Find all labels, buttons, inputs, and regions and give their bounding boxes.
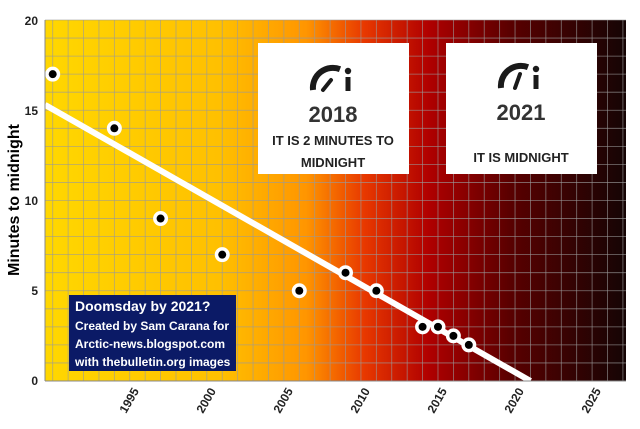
x-tick: 2020 [501,385,527,415]
data-points [45,66,477,353]
note-title: Doomsday by 2021? [75,298,210,314]
data-point [368,283,384,299]
y-tick: 15 [25,104,39,118]
note-background [69,295,236,371]
data-point [445,328,461,344]
data-point-dot [449,331,458,340]
y-tick: 0 [31,374,38,388]
note-line1: Created by Sam Carana for [75,319,229,333]
y-tick: 20 [25,14,39,28]
x-tick: 2000 [193,385,219,415]
doomsday-clock-icon [309,64,352,92]
y-axis-title: Minutes to midnight [6,123,23,276]
attribution-note: Doomsday by 2021? Created by Sam Carana … [69,295,236,371]
y-tick: 5 [31,284,38,298]
data-point-dot [372,286,381,295]
data-point [430,319,446,335]
x-tick: 2025 [578,385,604,415]
doomsday-clock-icon [497,62,540,90]
data-point [106,120,122,136]
data-point-dot [295,286,304,295]
data-point [153,211,169,227]
x-ticks: 1995 2000 2005 2010 2015 2020 2025 [116,385,604,415]
data-point-dot [218,250,227,259]
x-tick: 2015 [424,385,450,415]
data-point-dot [156,214,165,223]
data-point-dot [341,268,350,277]
data-point-dot [48,70,57,79]
x-tick: 2010 [347,385,373,415]
data-point [415,319,431,335]
note-line2: Arctic-news.blogspot.com [75,337,225,351]
data-point-dot [418,322,427,331]
box-2021: 2021 IT IS MIDNIGHT [446,43,597,174]
y-ticks: 0 5 10 15 20 [25,14,39,388]
x-tick: 1995 [116,385,142,415]
data-point [291,283,307,299]
y-tick: 10 [25,194,39,208]
data-point-dot [433,322,442,331]
box-2018-year: 2018 [309,102,358,127]
x-tick: 2005 [270,385,296,415]
box-2021-line1: IT IS MIDNIGHT [473,150,568,165]
box-2018-line1: IT IS 2 MINUTES TO [272,133,394,148]
note-line3: with thebulletin.org images [74,355,231,369]
box-2021-year: 2021 [497,100,546,125]
data-point [461,337,477,353]
data-point [214,247,230,263]
box-2018: 2018 IT IS 2 MINUTES TO MIDNIGHT [258,43,409,174]
data-point-dot [110,124,119,133]
data-point-dot [464,340,473,349]
data-point [45,66,61,82]
data-point [338,265,354,281]
box-2018-line2: MIDNIGHT [301,155,365,170]
